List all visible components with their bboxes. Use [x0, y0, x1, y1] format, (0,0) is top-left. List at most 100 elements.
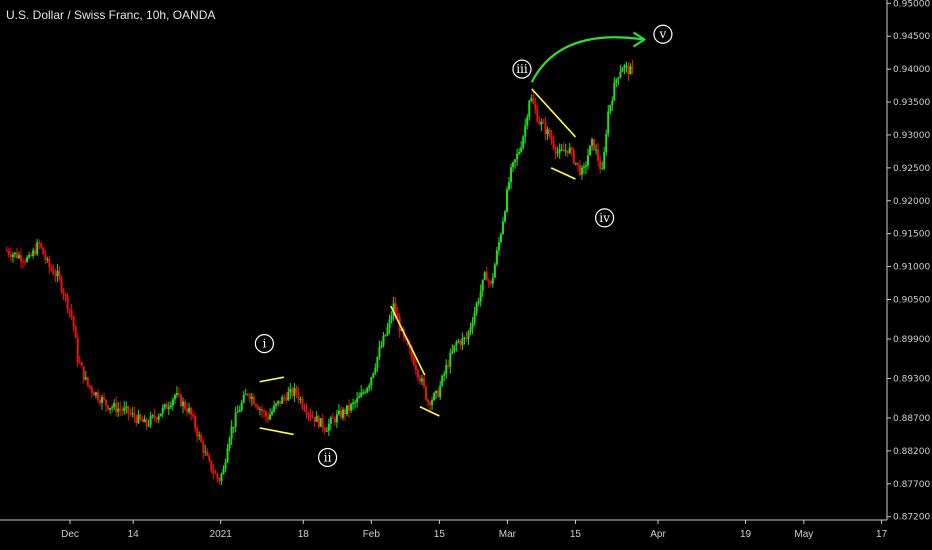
candle-body: [100, 397, 103, 403]
trendline-6[interactable]: [550, 167, 576, 180]
projection-arrow[interactable]: [530, 36, 644, 83]
price-tick-label: 0.90500: [893, 295, 930, 305]
candle-body: [465, 337, 468, 339]
candle-body: [26, 257, 29, 262]
candle-body: [552, 140, 555, 148]
price-tick-label: 0.94500: [893, 32, 930, 42]
candle-body: [149, 416, 152, 425]
wave-label-circle: [594, 208, 615, 228]
candle-body: [98, 399, 101, 403]
trendline-4[interactable]: [419, 406, 440, 417]
candle-body: [582, 166, 585, 168]
candle-body: [566, 150, 569, 154]
candle-body: [623, 65, 626, 69]
candle-body: [139, 414, 142, 420]
candle-body: [536, 109, 539, 122]
candle-body: [173, 395, 176, 400]
trendline-1[interactable]: [259, 376, 284, 383]
candle-body: [595, 149, 598, 151]
time-tick-label: 15: [570, 529, 582, 540]
candle-body: [615, 79, 618, 83]
candle-body: [250, 396, 253, 400]
candle-body: [175, 393, 178, 396]
candle-body: [82, 366, 85, 380]
wave-label-text: v: [659, 27, 667, 41]
candle-body: [105, 399, 108, 406]
candle-body: [107, 405, 110, 410]
candle-body: [28, 254, 31, 258]
candle-body: [601, 168, 604, 170]
candle-body: [13, 252, 16, 255]
candle-body: [475, 303, 478, 313]
candle-body: [155, 417, 158, 420]
price-tick-label: 0.92500: [893, 164, 930, 174]
candle-body: [497, 241, 500, 251]
projection-arrow-group[interactable]: [530, 31, 646, 83]
candle-body: [133, 412, 136, 418]
trendline-2[interactable]: [259, 427, 294, 436]
candle-body: [222, 468, 225, 475]
candle-body: [232, 426, 235, 428]
candle-body: [380, 345, 383, 348]
candle-body: [414, 365, 417, 371]
candle-body: [611, 100, 614, 106]
candle-body: [317, 415, 320, 427]
candle-body: [34, 250, 37, 255]
candle-body: [394, 303, 397, 315]
candle-body: [586, 155, 589, 166]
candle-body: [471, 322, 474, 328]
candle-body: [277, 400, 280, 404]
candle-body: [437, 390, 440, 398]
candle-body: [625, 65, 628, 67]
candle-body: [627, 65, 630, 75]
candle-body: [64, 294, 67, 296]
candle-body: [538, 121, 541, 125]
trendline-5[interactable]: [531, 88, 577, 138]
candle-body: [38, 242, 41, 244]
time-tick-label: Mar: [499, 529, 517, 540]
candle-body: [218, 478, 221, 481]
candle-body: [463, 337, 466, 339]
trendline-group[interactable]: [259, 88, 577, 436]
candle-body: [613, 82, 616, 101]
candle-body: [72, 316, 75, 327]
candle-body: [177, 393, 180, 395]
candle-body: [550, 136, 553, 141]
candle-body: [522, 136, 525, 148]
candle-body: [297, 392, 300, 400]
time-tick-label: May: [794, 529, 813, 540]
candle-body: [62, 290, 65, 295]
candle-body: [420, 378, 423, 382]
candle-body: [323, 428, 326, 432]
candle-body: [66, 295, 69, 309]
candle-body: [469, 327, 472, 332]
candle-body: [346, 405, 349, 415]
candle-body: [364, 392, 367, 394]
candle-body: [512, 162, 515, 168]
candle-body: [481, 279, 484, 292]
candle-body: [190, 407, 193, 415]
candle-body: [530, 98, 533, 101]
candle-body: [343, 409, 346, 415]
candle-body: [267, 416, 270, 420]
candle-body: [388, 319, 391, 328]
arrowhead-icon: [632, 31, 646, 48]
candle-body: [15, 252, 18, 258]
candle-body: [544, 123, 547, 135]
candle-body: [368, 385, 371, 388]
price-tick-label: 0.87200: [893, 513, 930, 523]
time-axis[interactable]: Dec 14 2021 18 Feb 15 Mar 15 Apr 19 May 17: [0, 519, 888, 540]
candle-body: [169, 405, 172, 408]
price-axis[interactable]: 0.95000 0.94500 0.94000 0.93500 0.93000 0.925…: [886, 0, 930, 523]
candle-body: [262, 411, 265, 413]
price-tick-label: 0.93000: [893, 131, 930, 141]
candle-body: [451, 350, 454, 354]
candle-body: [372, 372, 375, 378]
candle-body: [11, 254, 14, 258]
candle-body: [354, 402, 357, 404]
candle-body: [121, 409, 124, 411]
candle-body: [473, 312, 476, 323]
trendline-3[interactable]: [390, 305, 426, 376]
candle-body: [382, 335, 385, 346]
